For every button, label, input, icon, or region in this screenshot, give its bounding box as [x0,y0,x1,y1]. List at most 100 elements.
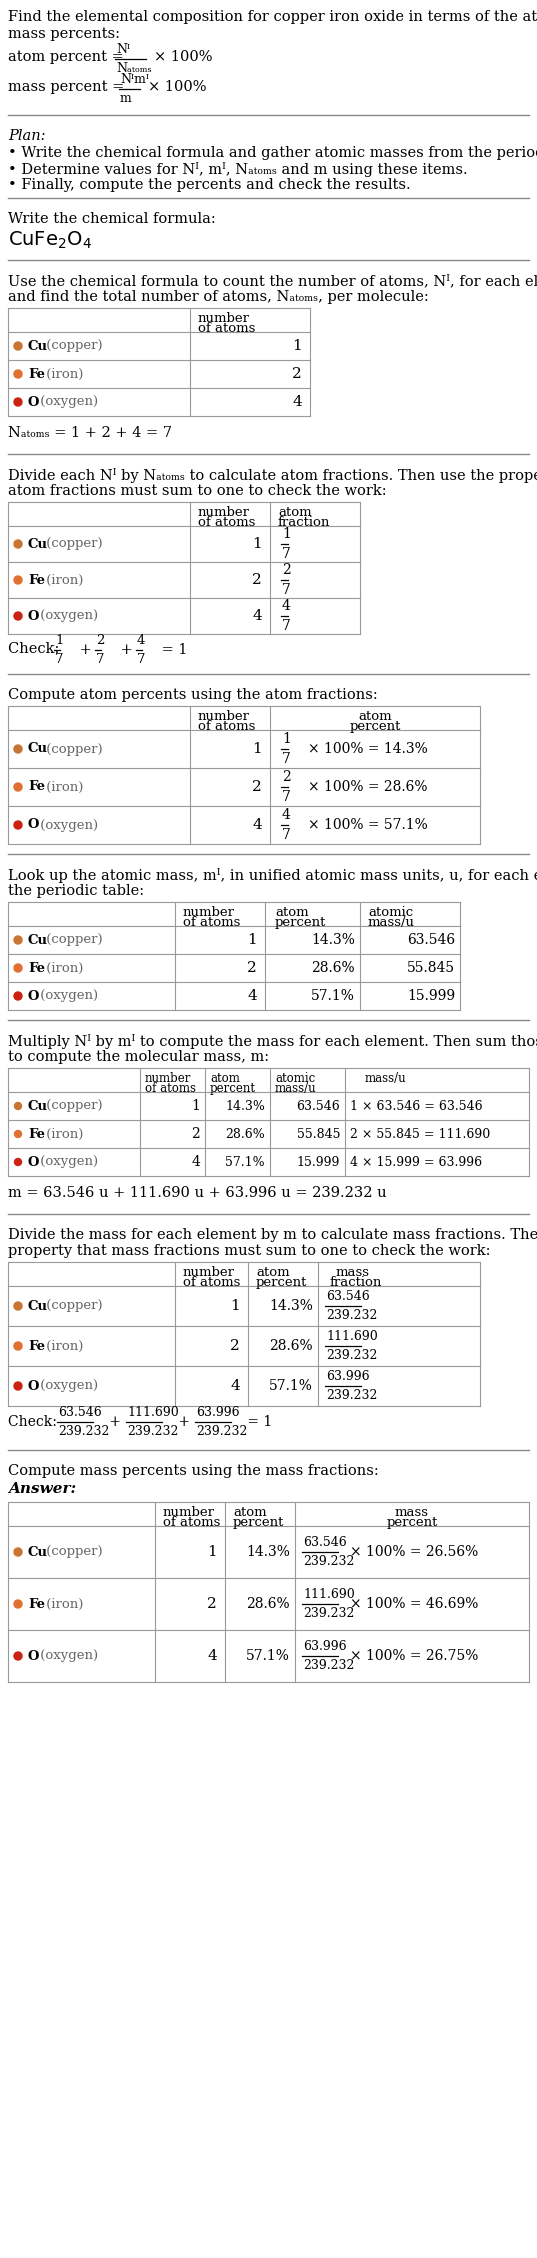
Text: Fe: Fe [28,368,45,382]
Text: atom: atom [278,506,311,519]
Text: = 1: = 1 [243,1416,272,1429]
Text: (oxygen): (oxygen) [36,610,98,623]
Text: atom: atom [275,905,309,919]
Text: atom: atom [256,1267,289,1278]
Text: 2: 2 [282,770,291,784]
Text: 4: 4 [230,1380,240,1393]
Text: 1: 1 [282,526,291,542]
Text: Fe: Fe [28,1596,45,1610]
Text: Check:: Check: [8,641,64,657]
Text: (oxygen): (oxygen) [36,817,98,831]
Text: 57.1%: 57.1% [246,1648,290,1662]
Text: 4: 4 [282,598,291,612]
Text: 4: 4 [282,808,291,822]
Text: 1: 1 [252,537,262,551]
Text: atomic: atomic [368,905,413,919]
Text: 239.232: 239.232 [326,1389,378,1402]
Text: percent: percent [233,1515,285,1529]
Text: 7: 7 [96,653,105,666]
Text: (iron): (iron) [42,781,84,793]
Text: mass percents:: mass percents: [8,27,120,41]
Circle shape [14,1158,21,1165]
Text: 63.546: 63.546 [58,1407,101,1418]
Circle shape [14,964,22,971]
Text: of atoms: of atoms [183,917,241,928]
Text: 4: 4 [252,610,262,623]
Text: fraction: fraction [330,1276,382,1289]
Circle shape [14,341,22,350]
Text: 239.232: 239.232 [303,1556,354,1567]
Text: = 1: = 1 [157,644,187,657]
Text: percent: percent [275,917,326,928]
Circle shape [14,1601,22,1608]
Text: number: number [198,312,250,325]
Text: Plan:: Plan: [8,129,46,142]
Text: Look up the atomic mass, mᴵ, in unified atomic mass units, u, for each element i: Look up the atomic mass, mᴵ, in unified … [8,867,537,883]
Text: (iron): (iron) [42,1339,84,1353]
Text: 63.996: 63.996 [303,1639,346,1653]
Text: O: O [28,395,40,409]
Text: 239.232: 239.232 [326,1310,378,1321]
Text: number: number [163,1506,215,1520]
Text: × 100% = 46.69%: × 100% = 46.69% [350,1596,478,1610]
Text: (copper): (copper) [42,1100,103,1113]
Text: 7: 7 [137,653,146,666]
Text: Compute atom percents using the atom fractions:: Compute atom percents using the atom fra… [8,689,378,702]
Text: 55.845: 55.845 [296,1127,340,1140]
Text: 1: 1 [292,339,302,352]
Text: percent: percent [210,1082,256,1095]
Circle shape [14,1549,22,1556]
Text: 4: 4 [137,634,146,648]
Text: 4: 4 [252,817,262,831]
Text: 63.546: 63.546 [326,1289,370,1303]
Text: (copper): (copper) [42,1544,103,1558]
Text: 1: 1 [252,743,262,756]
Text: (oxygen): (oxygen) [36,395,98,409]
Text: of atoms: of atoms [145,1082,196,1095]
Text: O: O [28,817,40,831]
Circle shape [14,745,22,752]
Text: percent: percent [256,1276,307,1289]
Text: 63.546: 63.546 [407,933,455,946]
Text: Write the chemical formula:: Write the chemical formula: [8,212,216,226]
Text: number: number [145,1073,191,1086]
Text: Nᴵ: Nᴵ [116,43,130,56]
Text: 2: 2 [230,1339,240,1353]
Text: atom: atom [210,1073,240,1086]
Text: 2: 2 [252,574,262,587]
Text: 2: 2 [282,562,291,578]
Circle shape [14,370,22,377]
Text: Cu: Cu [28,339,48,352]
Text: percent: percent [386,1515,438,1529]
Text: 1: 1 [247,933,257,946]
Text: Divide the mass for each element by m to calculate mass fractions. Then use the: Divide the mass for each element by m to… [8,1228,537,1242]
Text: 2: 2 [247,962,257,975]
Text: percent: percent [349,720,401,734]
Text: of atoms: of atoms [183,1276,241,1289]
Text: atom fractions must sum to one to check the work:: atom fractions must sum to one to check … [8,483,387,499]
Text: × 100%: × 100% [148,79,207,95]
Circle shape [14,1382,22,1391]
Circle shape [14,1131,21,1138]
Text: • Write the chemical formula and gather atomic masses from the periodic table.: • Write the chemical formula and gather … [8,147,537,160]
Text: 1: 1 [207,1544,217,1558]
Text: 7: 7 [282,546,291,560]
Text: Nᴵmᴵ: Nᴵmᴵ [120,72,149,86]
Text: Cu: Cu [28,537,48,551]
Text: Check:: Check: [8,1416,61,1429]
Text: 1: 1 [282,732,291,745]
Text: atom percent =: atom percent = [8,50,124,63]
Text: mass/u: mass/u [368,917,415,928]
Text: 63.546: 63.546 [303,1535,347,1549]
Text: 15.999: 15.999 [296,1156,340,1167]
Text: +: + [173,1416,194,1429]
Text: 111.690: 111.690 [326,1330,378,1344]
Text: Find the elemental composition for copper iron oxide in terms of the atom and: Find the elemental composition for coppe… [8,9,537,25]
Text: number: number [183,905,235,919]
Text: 14.3%: 14.3% [311,933,355,946]
Text: (copper): (copper) [42,743,103,756]
Text: 57.1%: 57.1% [311,989,355,1003]
Text: × 100% = 57.1%: × 100% = 57.1% [308,817,428,831]
Circle shape [14,991,22,1000]
Text: (iron): (iron) [42,1127,84,1140]
